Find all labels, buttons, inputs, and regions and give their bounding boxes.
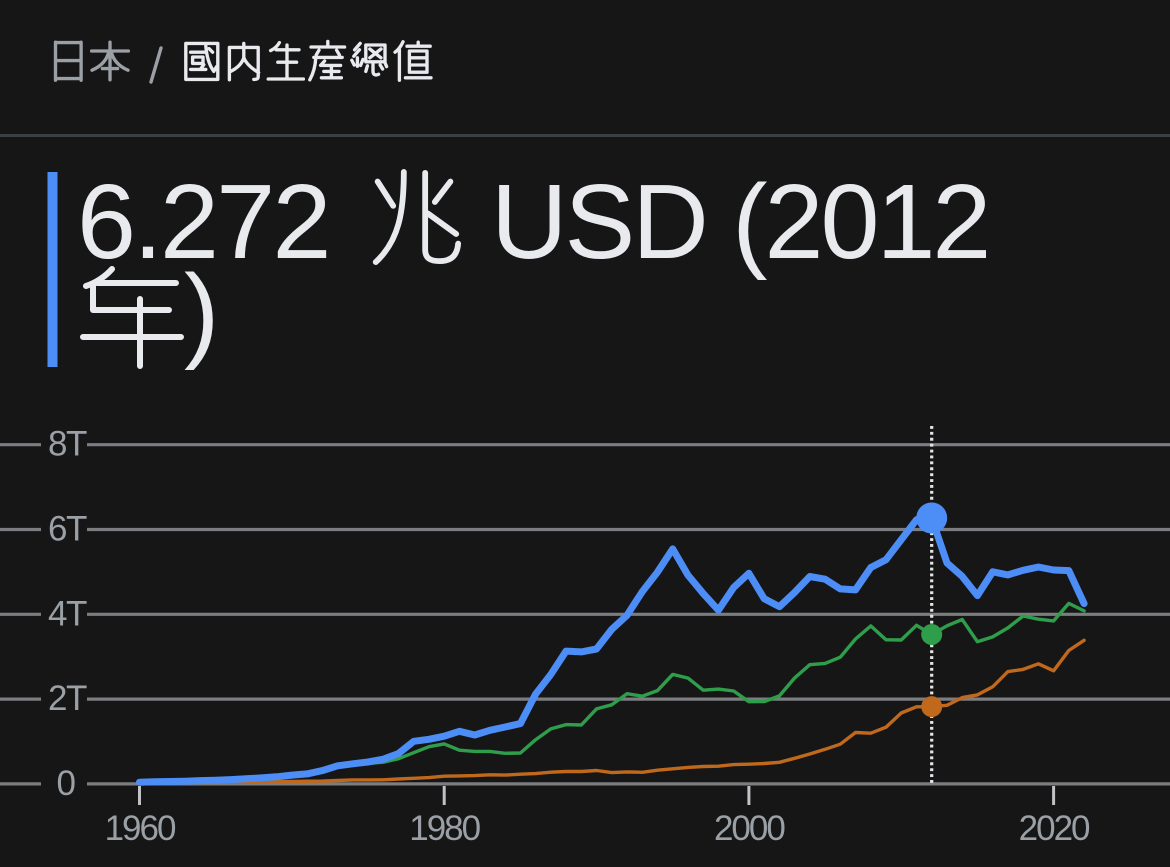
svg-text:2020: 2020 (1019, 809, 1090, 848)
svg-text:6.272: 6.272 (77, 163, 329, 281)
svg-text:2T: 2T (48, 679, 87, 718)
svg-text:4T: 4T (48, 594, 87, 633)
svg-text:8T: 8T (48, 425, 87, 464)
svg-text:USD (2012: USD (2012 (491, 163, 988, 281)
svg-text:1960: 1960 (105, 809, 176, 848)
svg-text:2000: 2000 (714, 809, 785, 848)
svg-text:0: 0 (57, 764, 76, 803)
svg-text:1980: 1980 (409, 809, 480, 848)
svg-text:): ) (184, 253, 219, 371)
svg-text:6T: 6T (48, 510, 87, 549)
